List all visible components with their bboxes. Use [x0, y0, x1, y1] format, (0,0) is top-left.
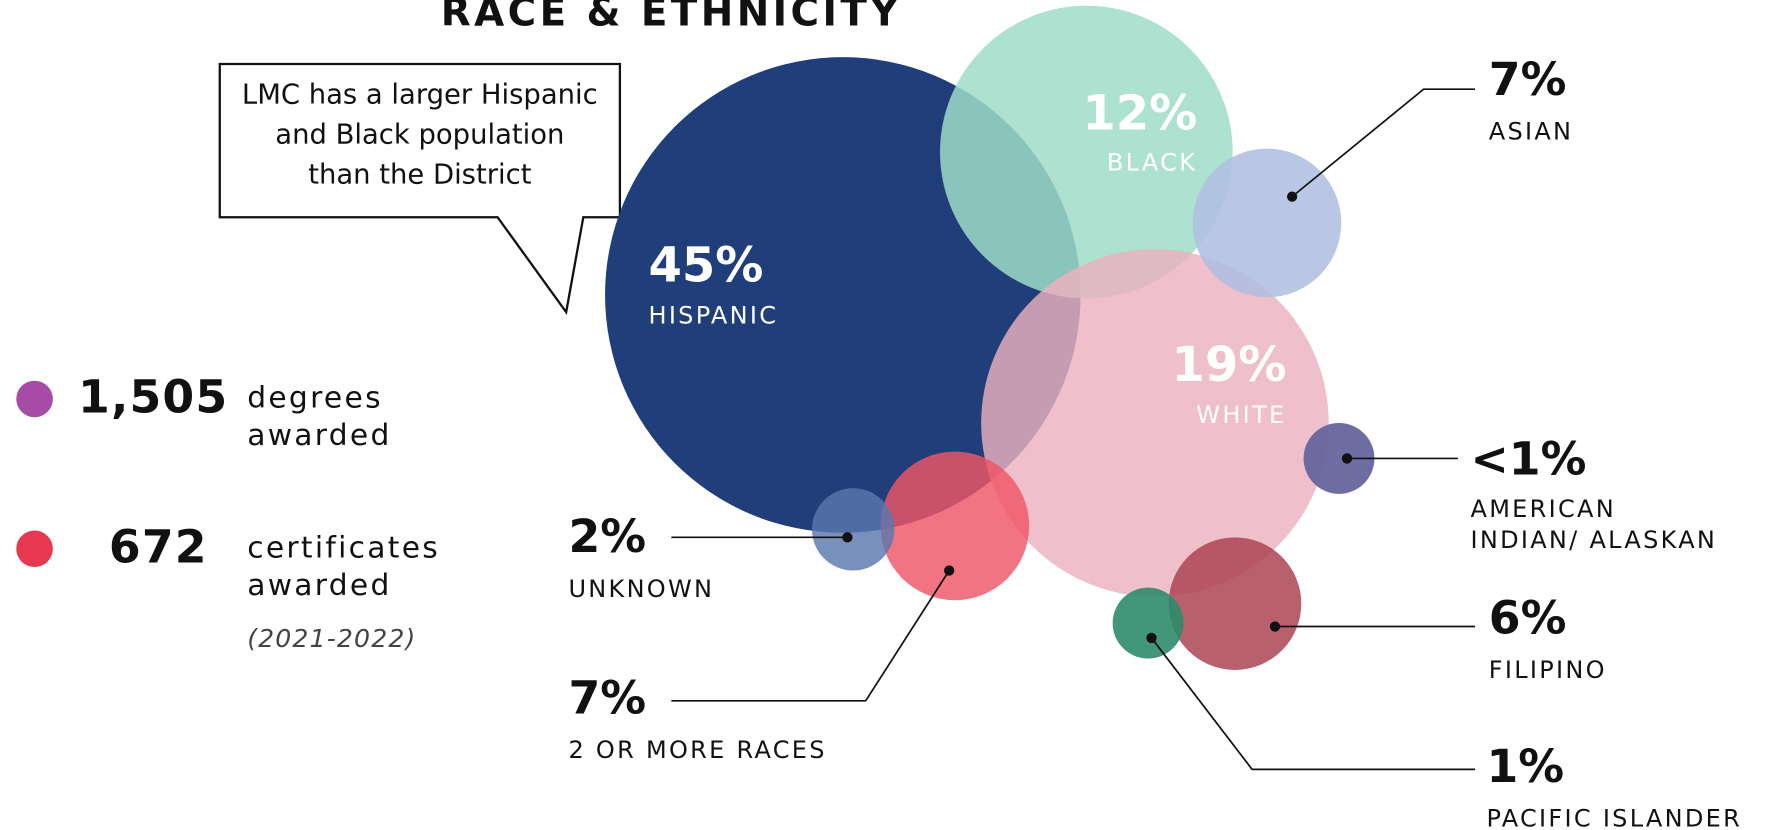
stat-text: certificates	[247, 530, 440, 565]
category-label: AMERICAN	[1470, 495, 1615, 523]
leader-line	[1291, 88, 1476, 198]
category-label: ASIAN	[1489, 118, 1574, 146]
bubble	[880, 451, 1030, 601]
callout-box	[218, 62, 622, 315]
bubble	[981, 249, 1329, 597]
value-label: 7%	[568, 671, 646, 724]
value-label: 19%	[1172, 337, 1287, 393]
bubble	[1168, 537, 1302, 670]
value-label: 45%	[648, 238, 763, 294]
bubble	[1112, 587, 1184, 659]
category-label: FILIPINO	[1489, 656, 1607, 684]
stat-text: degrees	[247, 380, 383, 415]
category-label: HISPANIC	[648, 302, 778, 330]
category-label: UNKNOWN	[568, 575, 714, 603]
stat-number: 672	[109, 520, 208, 573]
chart-title: RACE & ETHNICITY	[441, 0, 902, 35]
leader-dot	[1341, 453, 1353, 464]
category-label: BLACK	[1107, 148, 1197, 176]
leader-dot	[1269, 621, 1281, 632]
bubble	[1192, 148, 1342, 298]
leader-dot	[1146, 632, 1157, 644]
value-label: 1%	[1486, 740, 1564, 793]
value-label: <1%	[1470, 432, 1586, 485]
callout-text: than the District	[308, 160, 531, 191]
category-label: INDIAN/ ALASKAN	[1470, 526, 1717, 554]
stat-period: (2021-2022)	[247, 624, 416, 653]
stat-dot	[16, 380, 53, 418]
stat-number: 1,505	[78, 371, 228, 424]
leader-line	[671, 570, 950, 702]
stat-dot	[16, 530, 53, 568]
category-label: WHITE	[1196, 401, 1286, 429]
stat-text: awarded	[247, 568, 391, 603]
stat-text: awarded	[247, 418, 391, 453]
category-label: PACIFIC ISLANDER	[1486, 805, 1742, 830]
leader-line	[1150, 637, 1476, 771]
value-label: 2%	[568, 510, 646, 563]
value-label: 12%	[1082, 86, 1197, 142]
value-label: 6%	[1489, 591, 1567, 644]
bubble	[940, 5, 1233, 299]
value-label: 7%	[1489, 53, 1567, 106]
callout-text: and Black population	[275, 120, 564, 151]
leader-dot	[842, 532, 853, 543]
bubble	[1303, 423, 1375, 494]
bubble	[811, 488, 895, 571]
category-label: 2 OR MORE RACES	[568, 736, 826, 764]
leader-dot	[944, 565, 955, 576]
callout-text: LMC has a larger Hispanic	[242, 80, 598, 111]
leader-dot	[1286, 191, 1298, 202]
